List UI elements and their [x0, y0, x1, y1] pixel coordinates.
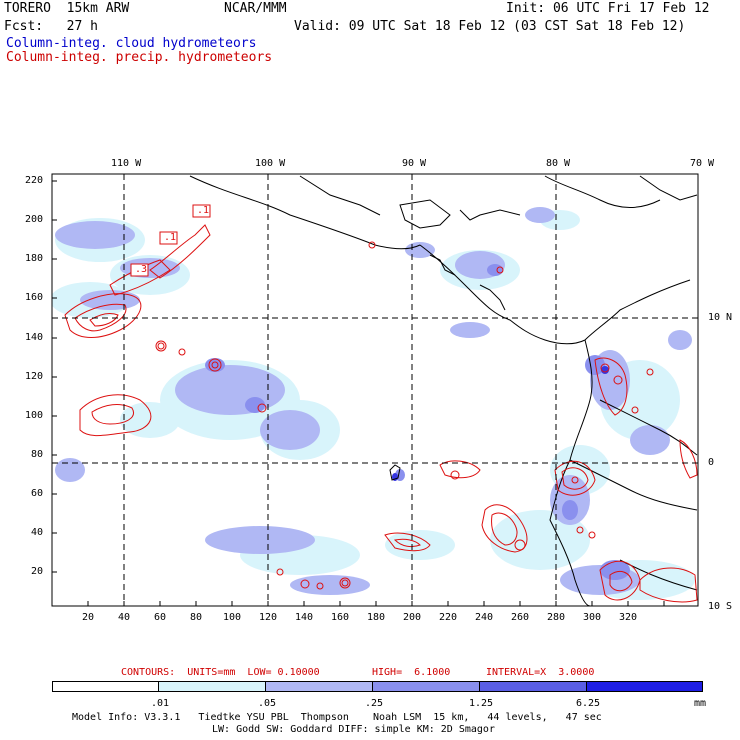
field-precip-label: Column-integ. precip. hydrometeors	[6, 50, 273, 65]
colorbar-swatch	[265, 681, 373, 692]
y-tick: 180	[25, 253, 44, 264]
colorbar-label: .01	[151, 698, 170, 709]
x-tick: 100	[223, 612, 242, 623]
model-info-line1: Model Info: V3.3.1 Tiedtke YSU PBL Thomp…	[72, 712, 602, 723]
x-tick: 160	[331, 612, 350, 623]
x-tick: 40	[118, 612, 131, 623]
y-tick: 160	[25, 292, 44, 303]
lat-label-10s: 10 S	[708, 601, 733, 612]
colorbar-swatch	[52, 681, 159, 692]
x-tick: 220	[439, 612, 458, 623]
y-tick: 40	[31, 527, 44, 538]
colorbar-unit: mm	[694, 698, 707, 709]
cloud-shading	[52, 174, 698, 606]
colorbar-label: 1.25	[469, 698, 494, 709]
x-tick: 300	[583, 612, 602, 623]
y-tick: 80	[31, 449, 44, 460]
lon-label-70w: 70 W	[690, 158, 715, 169]
contour-high: HIGH= 6.1000	[372, 667, 451, 678]
x-tick: 260	[511, 612, 530, 623]
y-tick: 100	[25, 410, 44, 421]
contour-units: CONTOURS: UNITS=mm LOW= 0.10000	[121, 667, 320, 678]
contour-label-3: .3	[135, 264, 148, 275]
y-tick: 220	[25, 175, 44, 186]
contour-label-2: .1	[164, 232, 177, 243]
field-cloud-label: Column-integ. cloud hydrometeors	[6, 36, 257, 51]
valid-time: Valid: 09 UTC Sat 18 Feb 12 (03 CST Sat …	[294, 19, 686, 34]
y-tick: 60	[31, 488, 44, 499]
colorbar-swatch	[586, 681, 703, 692]
x-tick: 200	[403, 612, 422, 623]
contour-interval: INTERVAL=X 3.0000	[486, 667, 595, 678]
colorbar-swatch	[372, 681, 480, 692]
contour-label-boxes	[130, 204, 211, 277]
x-tick: 180	[367, 612, 386, 623]
lon-label-110w: 110 W	[111, 158, 142, 169]
lon-label-80w: 80 W	[546, 158, 571, 169]
y-tick: 140	[25, 332, 44, 343]
init-time: Init: 06 UTC Fri 17 Feb 12	[506, 1, 710, 16]
y-tick: 20	[31, 566, 44, 577]
colorbar-swatch	[158, 681, 266, 692]
lon-label-100w: 100 W	[255, 158, 286, 169]
y-tick: 120	[25, 371, 44, 382]
x-tick: 120	[259, 612, 278, 623]
colorbar-swatch	[479, 681, 587, 692]
x-tick: 240	[475, 612, 494, 623]
x-tick: 320	[619, 612, 638, 623]
contour-label-1: .1	[197, 205, 210, 216]
forecast-hour: Fcst: 27 h	[4, 19, 98, 34]
x-tick: 80	[190, 612, 203, 623]
x-tick: 60	[154, 612, 167, 623]
lon-label-90w: 90 W	[402, 158, 427, 169]
lat-label-10n: 10 N	[708, 312, 733, 323]
model-info-line2: LW: Godd SW: Goddard DIFF: simple KM: 2D…	[212, 724, 495, 735]
x-tick: 280	[547, 612, 566, 623]
org-label: NCAR/MMM	[224, 1, 287, 16]
y-tick: 200	[25, 214, 44, 225]
lat-label-0: 0	[708, 457, 715, 468]
x-tick: 140	[295, 612, 314, 623]
colorbar-label: .05	[258, 698, 277, 709]
colorbar-label: 6.25	[576, 698, 601, 709]
x-tick: 20	[82, 612, 95, 623]
model-title: TORERO 15km ARW	[4, 1, 130, 16]
colorbar-label: .25	[365, 698, 384, 709]
